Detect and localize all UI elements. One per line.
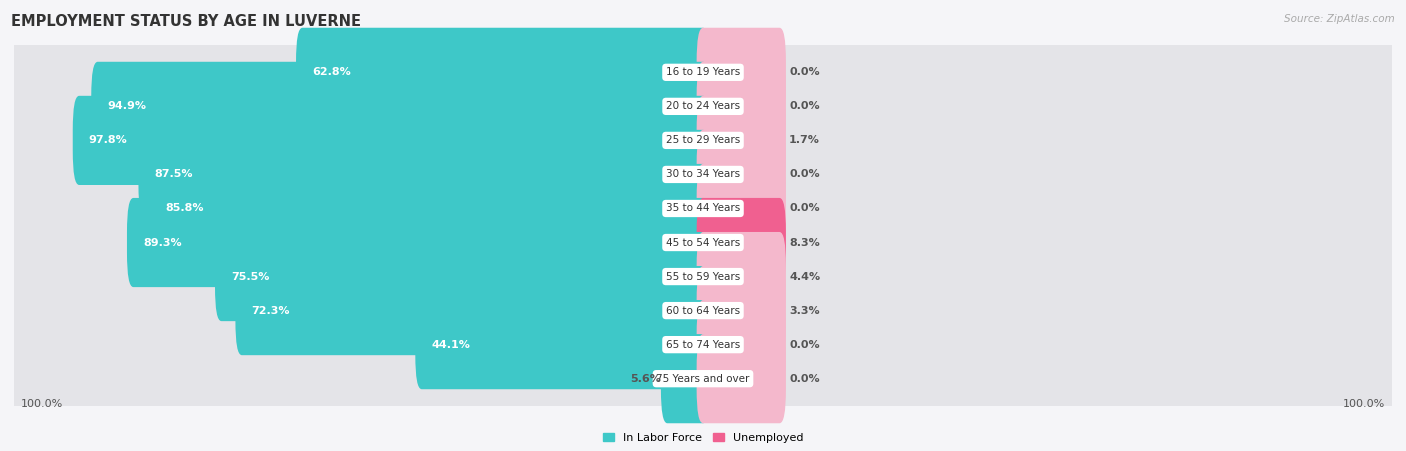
FancyBboxPatch shape: [11, 237, 1395, 384]
FancyBboxPatch shape: [696, 28, 786, 117]
Text: 44.1%: 44.1%: [432, 340, 470, 350]
FancyBboxPatch shape: [415, 300, 710, 389]
Text: 3.3%: 3.3%: [789, 306, 820, 316]
FancyBboxPatch shape: [11, 305, 1395, 451]
Text: 100.0%: 100.0%: [21, 399, 63, 409]
Text: 87.5%: 87.5%: [155, 170, 193, 179]
FancyBboxPatch shape: [11, 33, 1395, 179]
FancyBboxPatch shape: [127, 198, 710, 287]
Text: 16 to 19 Years: 16 to 19 Years: [666, 67, 740, 77]
FancyBboxPatch shape: [696, 198, 786, 287]
Text: 72.3%: 72.3%: [252, 306, 290, 316]
FancyBboxPatch shape: [138, 130, 710, 219]
FancyBboxPatch shape: [11, 67, 1395, 214]
FancyBboxPatch shape: [696, 62, 786, 151]
Text: 20 to 24 Years: 20 to 24 Years: [666, 101, 740, 111]
Text: 8.3%: 8.3%: [789, 238, 820, 248]
Text: 0.0%: 0.0%: [789, 101, 820, 111]
FancyBboxPatch shape: [11, 101, 1395, 248]
Text: 97.8%: 97.8%: [89, 135, 128, 145]
FancyBboxPatch shape: [215, 232, 710, 321]
Legend: In Labor Force, Unemployed: In Labor Force, Unemployed: [598, 428, 808, 447]
FancyBboxPatch shape: [661, 334, 710, 423]
FancyBboxPatch shape: [696, 232, 786, 321]
Text: 62.8%: 62.8%: [312, 67, 350, 77]
FancyBboxPatch shape: [696, 334, 786, 423]
FancyBboxPatch shape: [297, 28, 710, 117]
Text: 5.6%: 5.6%: [630, 374, 661, 384]
FancyBboxPatch shape: [696, 300, 786, 389]
Text: 25 to 29 Years: 25 to 29 Years: [666, 135, 740, 145]
Text: 45 to 54 Years: 45 to 54 Years: [666, 238, 740, 248]
Text: 4.4%: 4.4%: [789, 272, 820, 281]
Text: 75 Years and over: 75 Years and over: [657, 374, 749, 384]
Text: EMPLOYMENT STATUS BY AGE IN LUVERNE: EMPLOYMENT STATUS BY AGE IN LUVERNE: [11, 14, 361, 28]
Text: 0.0%: 0.0%: [789, 374, 820, 384]
Text: 0.0%: 0.0%: [789, 340, 820, 350]
Text: 65 to 74 Years: 65 to 74 Years: [666, 340, 740, 350]
FancyBboxPatch shape: [11, 0, 1395, 146]
FancyBboxPatch shape: [696, 96, 786, 185]
Text: 0.0%: 0.0%: [789, 170, 820, 179]
FancyBboxPatch shape: [696, 266, 786, 355]
Text: 100.0%: 100.0%: [1343, 399, 1385, 409]
Text: 85.8%: 85.8%: [166, 203, 204, 213]
Text: 0.0%: 0.0%: [789, 67, 820, 77]
FancyBboxPatch shape: [11, 203, 1395, 350]
FancyBboxPatch shape: [696, 164, 786, 253]
Text: 1.7%: 1.7%: [789, 135, 820, 145]
Text: 60 to 64 Years: 60 to 64 Years: [666, 306, 740, 316]
FancyBboxPatch shape: [696, 130, 786, 219]
FancyBboxPatch shape: [11, 135, 1395, 282]
FancyBboxPatch shape: [149, 164, 710, 253]
Text: 0.0%: 0.0%: [789, 203, 820, 213]
Text: 89.3%: 89.3%: [143, 238, 181, 248]
Text: Source: ZipAtlas.com: Source: ZipAtlas.com: [1284, 14, 1395, 23]
FancyBboxPatch shape: [73, 96, 710, 185]
Text: 55 to 59 Years: 55 to 59 Years: [666, 272, 740, 281]
Text: 75.5%: 75.5%: [231, 272, 270, 281]
FancyBboxPatch shape: [235, 266, 710, 355]
FancyBboxPatch shape: [11, 169, 1395, 316]
Text: 30 to 34 Years: 30 to 34 Years: [666, 170, 740, 179]
FancyBboxPatch shape: [11, 272, 1395, 418]
FancyBboxPatch shape: [91, 62, 710, 151]
Text: 35 to 44 Years: 35 to 44 Years: [666, 203, 740, 213]
Text: 94.9%: 94.9%: [107, 101, 146, 111]
